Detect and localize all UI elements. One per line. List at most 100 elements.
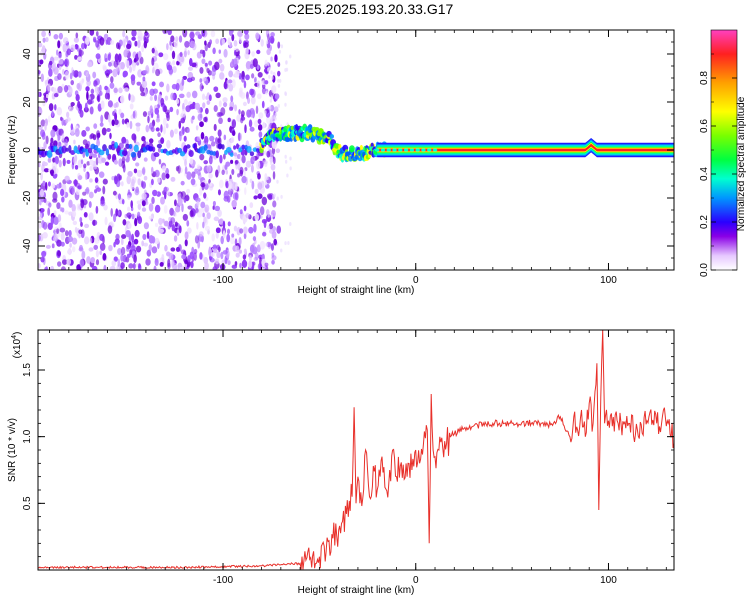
spectrogram-noise-cell (163, 117, 167, 126)
spectrogram-noise-cell (93, 123, 98, 129)
spectrogram-noise-cell (88, 201, 92, 208)
spectrogram-noise-cell (151, 57, 155, 66)
colorbar: 0.0 0.2 0.4 0.6 0.8 Normalized spectral ampl… (699, 29, 747, 277)
spectrogram-noise-cell (40, 172, 43, 181)
spectrogram-noise-cell (130, 181, 135, 190)
colorbar-tick-label: 0.4 (699, 167, 710, 181)
spectrogram-noise-cell (137, 40, 141, 48)
spectrogram-signal-cell (212, 151, 217, 156)
spectrogram-noise-cell (184, 166, 188, 175)
spectrogram-noise-cell (214, 137, 219, 145)
spectrogram-noise-cell (83, 163, 87, 169)
spectrogram-noise-cell (222, 220, 226, 229)
spectrogram-noise-cell (131, 30, 137, 37)
spectrogram-noise-cell (102, 253, 107, 261)
spectrogram-signal-cell (133, 144, 139, 153)
spectrogram-noise-cell (84, 36, 90, 45)
spectrogram-noise-cell (122, 254, 128, 263)
spectrogram-noise-cell (123, 49, 128, 58)
spectrogram-noise-cell (277, 41, 281, 49)
spectrogram-noise-cell (262, 121, 266, 129)
spectrogram-noise-cell (58, 159, 62, 168)
spectrogram-noise-cell (152, 189, 158, 197)
spectrogram-noise-cell (118, 39, 123, 47)
spectrogram-noise-cell (57, 85, 63, 94)
spectrogram-noise-cell (201, 30, 206, 37)
spectrogram-noise-cell (243, 205, 247, 212)
spectrogram-noise-cell (74, 165, 79, 170)
spectrogram-noise-cell (240, 110, 245, 117)
spectrogram-noise-cell (144, 31, 149, 37)
spectrogram-noise-cell (64, 59, 68, 65)
spectrogram-noise-cell (187, 205, 193, 210)
spectrogram-noise-cell (170, 92, 175, 101)
spectrogram-noise-cell (284, 154, 287, 159)
spectrogram-noise-cell (157, 132, 161, 138)
spectrogram-noise-cell (92, 219, 96, 226)
spectrogram-signal-cell (249, 151, 255, 157)
spectrogram-noise-cell (237, 30, 243, 37)
spectrogram-noise-cell (136, 200, 141, 205)
spectrogram-noise-cell (75, 93, 80, 102)
spectrogram-noise-cell (183, 99, 188, 106)
spectrogram-noise-cell (169, 106, 174, 113)
spectrogram-noise-cell (284, 102, 287, 107)
spectrogram-noise-cell (260, 39, 264, 47)
spectrogram-noise-cell (264, 110, 267, 115)
spectrogram-noise-cell (141, 167, 146, 175)
spectrogram-noise-cell (119, 61, 126, 70)
spectrogram-noise-cell (132, 262, 136, 270)
spectrogram-x-tick-label: 100 (600, 275, 617, 286)
spectrogram-noise-cell (81, 78, 85, 83)
spectrogram-noise-cell (249, 244, 255, 253)
spectrogram-noise-cell (78, 229, 83, 235)
spectrogram-noise-cell (248, 226, 254, 234)
spectrogram-noise-cell (243, 41, 249, 48)
spectrogram-noise-cell (284, 68, 287, 73)
spectrogram-noise-cell (92, 265, 98, 270)
spectrogram-noise-cell (186, 91, 191, 98)
spectrogram-y-tick-label: 20 (22, 96, 33, 108)
snr-y-tick-label: 1.5 (22, 363, 33, 377)
spectrogram-noise-cell (138, 263, 141, 269)
spectrogram-noise-cell (227, 79, 233, 84)
spectrogram-noise-cell (217, 129, 222, 138)
spectrogram-noise-cell (215, 227, 221, 234)
spectrogram-noise-cell (120, 246, 126, 256)
spectrogram-signal-cell (386, 148, 391, 152)
spectrogram-noise-cell (61, 133, 65, 141)
spectrogram-noise-cell (220, 235, 224, 245)
spectrogram-noise-cell (271, 75, 274, 80)
spectrogram-noise-cell (109, 82, 115, 89)
spectrogram-noise-cell (268, 74, 271, 79)
spectrogram-signal-cell (68, 145, 72, 153)
spectrogram-noise-cell (43, 197, 47, 203)
spectrogram-noise-cell (78, 184, 83, 190)
spectrogram-signal-cell (392, 148, 397, 152)
spectrogram-noise-cell (223, 102, 228, 108)
spectrogram-noise-cell (244, 124, 247, 134)
spectrogram-noise-cell (278, 49, 282, 54)
spectrogram-noise-cell (48, 68, 53, 77)
spectrogram-noise-cell (208, 155, 213, 165)
spectrogram-noise-cell (231, 199, 237, 208)
spectrogram-noise-cell (213, 123, 217, 132)
spectrogram-noise-cell (241, 76, 245, 83)
spectrogram-signal-cell (375, 148, 380, 152)
spectrogram-noise-cell (89, 106, 94, 115)
spectrogram-noise-cell (203, 160, 209, 165)
spectrogram-noise-cell (254, 252, 259, 261)
spectrogram-noise-cell (259, 240, 266, 250)
spectrogram-noise-cell (154, 222, 159, 228)
spectrogram-signal-cell (98, 149, 105, 156)
spectrogram-noise-cell (85, 186, 90, 195)
spectrogram-noise-cell (284, 92, 288, 97)
spectrogram-noise-cell (61, 196, 65, 203)
spectrogram-noise-cell (71, 246, 76, 253)
spectrogram-noise-cell (166, 113, 170, 122)
spectrogram-noise-cell (221, 169, 225, 176)
spectrogram-noise-cell (273, 106, 279, 113)
spectrogram-noise-cell (178, 120, 182, 129)
spectrogram-noise-cell (278, 78, 282, 83)
spectrogram-noise-cell (135, 162, 140, 167)
